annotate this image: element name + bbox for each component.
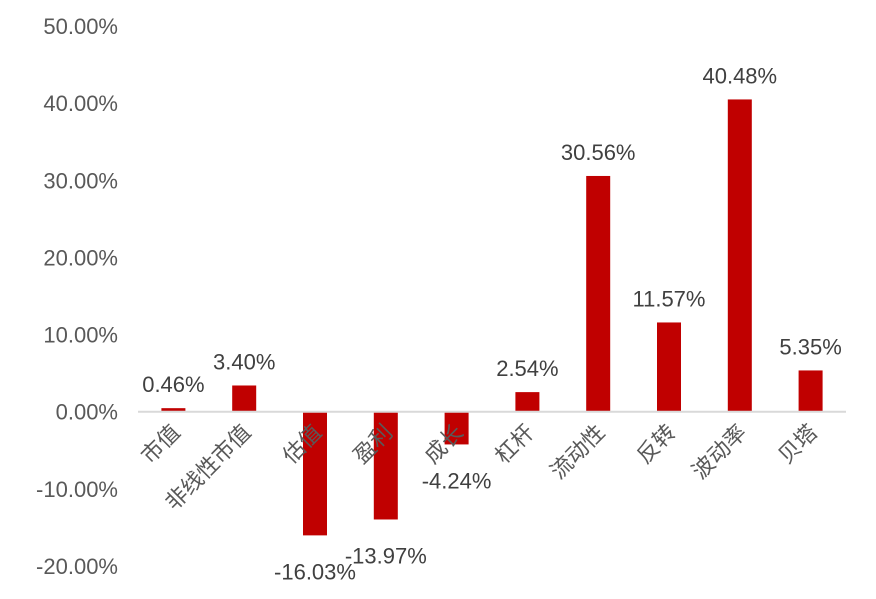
category-label: 反转 — [632, 420, 681, 469]
data-label: 5.35% — [779, 334, 841, 359]
bar — [161, 408, 186, 412]
data-label: -4.24% — [422, 468, 492, 493]
y-tick-label: 40.00% — [43, 91, 118, 116]
y-tick-label: -10.00% — [36, 477, 118, 502]
bar — [444, 411, 469, 445]
data-label: -16.03% — [274, 559, 356, 584]
data-label: 2.54% — [496, 356, 558, 381]
y-tick-label: 0.00% — [56, 400, 118, 425]
category-label: 波动率 — [687, 420, 751, 484]
y-tick-label: 20.00% — [43, 245, 118, 270]
category-label: 流动性 — [545, 420, 609, 484]
bar — [373, 411, 398, 520]
bar — [232, 385, 257, 412]
bar — [727, 99, 752, 412]
data-label: 11.57% — [633, 286, 706, 311]
bar — [303, 411, 327, 536]
data-label: -13.97% — [345, 543, 427, 568]
category-label: 杠杆 — [490, 420, 539, 469]
y-tick-label: 10.00% — [43, 323, 118, 348]
bar — [798, 370, 823, 412]
data-label: 30.56% — [561, 140, 636, 165]
bar — [586, 175, 611, 412]
y-tick-label: 30.00% — [43, 168, 118, 193]
category-label: 贝塔 — [773, 420, 822, 469]
y-tick-label: -20.00% — [36, 554, 118, 579]
data-label: 40.48% — [702, 63, 777, 88]
data-label: 0.46% — [142, 372, 204, 397]
bar — [515, 392, 540, 412]
category-label: 市值 — [136, 420, 185, 469]
y-tick-label: 50.00% — [43, 14, 118, 39]
data-label: 3.40% — [213, 349, 275, 374]
bar — [657, 322, 681, 412]
